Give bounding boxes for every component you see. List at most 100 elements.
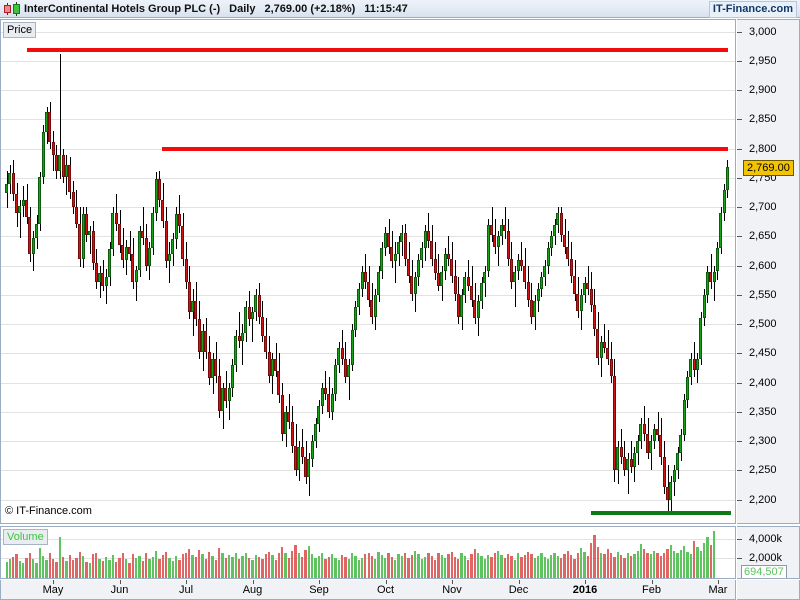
volume-bar	[311, 554, 314, 578]
candle-body	[270, 359, 274, 376]
candle-body	[54, 154, 58, 171]
volume-bar	[98, 559, 101, 578]
trendline-lower-resistance[interactable]	[161, 146, 728, 151]
volume-bar	[105, 557, 108, 578]
candle-body	[662, 457, 666, 487]
candle-body	[446, 253, 450, 259]
price-axis[interactable]: 3,000 2,950 2,900 2,850 2,800 2,750 2,700 2,650…	[737, 19, 800, 524]
volume-bar	[354, 556, 357, 578]
gridline	[1, 90, 735, 91]
candle-body	[626, 458, 630, 471]
volume-bar	[257, 557, 261, 578]
candle-body	[254, 294, 258, 313]
candle-body	[383, 232, 387, 249]
candle-wick	[242, 324, 243, 366]
volume-bar	[686, 551, 689, 578]
candle-body	[108, 249, 112, 278]
candle-body	[672, 470, 676, 483]
candle-wick	[106, 269, 107, 305]
volume-bar	[413, 550, 417, 578]
candle-wick	[651, 435, 652, 471]
candle-body	[191, 300, 195, 313]
candle-body	[483, 271, 487, 284]
candle-body	[476, 300, 480, 319]
candle-body	[453, 276, 457, 294]
volume-axis[interactable]: 4,000k 2,000k 694,507	[737, 526, 800, 579]
candle-body	[370, 299, 374, 318]
header-title-group: InterContinental Hotels Group PLC (-) Dai…	[24, 3, 408, 15]
price-tick	[737, 412, 742, 413]
volume-bar	[523, 555, 526, 578]
candle-body	[84, 214, 88, 236]
candle-body	[592, 305, 596, 329]
candle-body	[314, 423, 318, 442]
volume-bar	[85, 562, 88, 578]
volume-bar	[546, 559, 550, 578]
date-axis[interactable]: May Jun Jul Aug Sep Oct Nov Dec 2016 Feb Mar	[0, 580, 736, 600]
volume-bar	[25, 558, 28, 578]
candle-body	[71, 191, 75, 208]
candle-wick	[130, 230, 131, 261]
candle-body	[330, 394, 334, 412]
volume-bar	[254, 555, 257, 578]
volume-bar	[237, 559, 241, 578]
volume-bar	[573, 559, 576, 578]
candle-body	[569, 258, 573, 277]
price-chart-panel[interactable]: Price © IT-Finance.com	[0, 19, 736, 524]
volume-axis-label: 2,000k	[749, 552, 783, 565]
candle-body	[722, 189, 726, 213]
candle-body	[549, 236, 553, 249]
quote-value: 2,769.00 (+2.18%)	[264, 2, 356, 15]
candle-body	[68, 165, 72, 192]
candle-wick	[342, 329, 343, 366]
volume-bar	[28, 552, 32, 578]
volume-bar	[596, 546, 599, 578]
volume-bar	[676, 553, 679, 578]
candle-body	[715, 248, 719, 272]
volume-axis-label: 4,000k	[749, 532, 783, 545]
volume-bar	[111, 555, 115, 578]
candle-wick	[468, 259, 469, 292]
candle-body	[410, 276, 414, 294]
gridline	[1, 383, 735, 384]
volume-bar	[556, 556, 560, 578]
volume-bar	[297, 552, 301, 578]
trendline-support[interactable]	[591, 511, 732, 516]
candle-body	[94, 263, 98, 282]
volume-bar	[410, 555, 413, 578]
candle-body	[121, 244, 125, 260]
volume-bar	[643, 548, 646, 578]
date-tick	[386, 580, 387, 584]
candle-body	[131, 253, 135, 283]
candle-body	[606, 347, 610, 360]
volume-bar	[148, 559, 151, 578]
candle-body	[81, 214, 85, 259]
candle-body	[523, 265, 527, 283]
candle-body	[327, 394, 331, 412]
candle-body	[387, 232, 391, 247]
price-panel-label[interactable]: Price	[3, 22, 37, 38]
candle-body	[490, 224, 494, 236]
trendline-upper-resistance[interactable]	[26, 48, 728, 53]
volume-bar	[284, 553, 287, 578]
volume-chart-panel[interactable]: Volume	[0, 526, 736, 579]
volume-bar	[490, 557, 493, 578]
candle-body	[646, 434, 650, 453]
volume-bar	[45, 560, 48, 578]
volume-bar	[68, 555, 71, 578]
candle-body	[184, 258, 188, 283]
volume-bar	[95, 552, 98, 578]
volume-bar	[599, 552, 603, 578]
candle-body	[679, 435, 683, 453]
candle-body	[244, 306, 248, 334]
candle-body	[407, 258, 410, 277]
volume-bar	[370, 556, 374, 578]
volume-panel-label[interactable]: Volume	[3, 529, 48, 545]
candle-wick	[714, 265, 715, 301]
candle-body	[496, 236, 500, 247]
volume-bar	[144, 552, 148, 578]
candle-body	[692, 359, 696, 370]
date-axis-label: 2016	[572, 584, 598, 596]
volume-bar	[344, 557, 347, 578]
volume-bar	[171, 561, 174, 578]
